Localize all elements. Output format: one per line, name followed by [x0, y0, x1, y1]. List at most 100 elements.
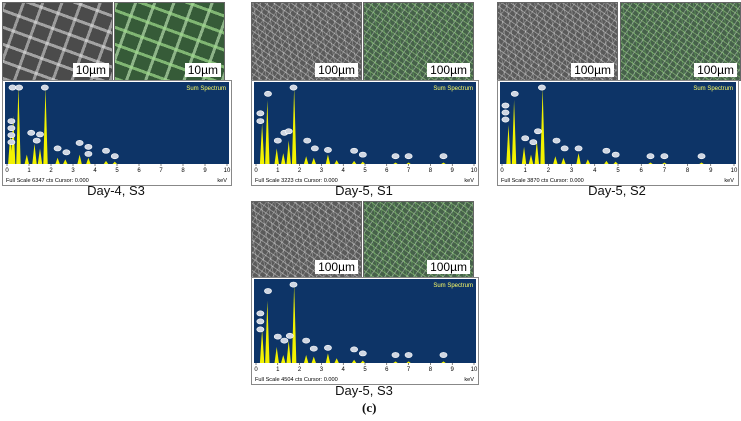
- element-marker: [27, 129, 36, 136]
- spectrum-peak: [511, 100, 517, 164]
- scale-bar-label: 100µm: [315, 63, 358, 77]
- sem-image-grayscale: 100µm: [251, 2, 362, 81]
- spectrum-peak: [37, 148, 43, 164]
- spectrum-footer: Full Scale 3223 cts Cursor: 0.000: [255, 178, 338, 184]
- element-marker: [439, 352, 448, 358]
- element-marker: [560, 145, 569, 152]
- spectrum-peak: [291, 87, 297, 164]
- spectrum-peak: [534, 140, 539, 164]
- spectrum-peak: [63, 159, 68, 164]
- panel-caption: Day-4, S3: [87, 183, 145, 198]
- element-marker: [646, 153, 655, 160]
- element-marker: [15, 84, 23, 91]
- tick-label: 8: [429, 168, 433, 174]
- axis-unit: keV: [464, 377, 474, 383]
- spectrum-peak: [648, 162, 653, 164]
- element-marker: [350, 346, 358, 353]
- spectrum-peak: [281, 355, 286, 363]
- spectrum-peak: [259, 329, 265, 363]
- element-marker: [534, 128, 542, 135]
- element-marker: [574, 145, 583, 152]
- spectrum-peak: [521, 146, 527, 164]
- tick-label: 10: [224, 168, 231, 174]
- tick-label: 3: [320, 168, 324, 174]
- spectrum-peak: [24, 154, 29, 164]
- element-marker: [552, 137, 561, 144]
- element-marker: [53, 145, 62, 152]
- scale-bar-label: 100µm: [694, 63, 737, 77]
- element-marker: [256, 118, 265, 124]
- tick-label: 1: [276, 168, 280, 174]
- spectrum-peak: [613, 161, 618, 164]
- spectrum-peak: [286, 140, 291, 164]
- tick-label: 9: [203, 168, 207, 174]
- sem-image-grayscale: 10µm: [2, 2, 113, 81]
- element-marker: [602, 147, 611, 154]
- element-marker: [7, 132, 16, 139]
- scale-bar-label: 100µm: [427, 260, 470, 274]
- spectrum-peak: [311, 356, 316, 363]
- tick-label: 1: [524, 168, 528, 174]
- sem-image-overlay: 10µm: [114, 2, 225, 81]
- sem-image-grayscale: 100µm: [497, 2, 618, 81]
- element-marker: [538, 84, 546, 91]
- spectrum-peak: [259, 123, 265, 164]
- element-marker: [40, 84, 49, 91]
- tick-label: 7: [159, 168, 163, 174]
- tick-label: 1: [276, 367, 280, 373]
- tick-label: 3: [320, 367, 324, 373]
- panel-caption: Day-5, S3: [335, 383, 393, 398]
- spectrum-title: Sum Spectrum: [186, 86, 226, 92]
- element-marker: [110, 153, 119, 160]
- plot-area: [5, 82, 229, 164]
- spectrum-peak: [311, 157, 316, 164]
- spectrum-peak: [662, 162, 667, 164]
- tick-label: 6: [137, 168, 141, 174]
- element-marker: [84, 143, 93, 150]
- spectrum-peak: [55, 157, 60, 164]
- element-marker: [273, 333, 282, 340]
- spectrum-peak: [441, 361, 446, 363]
- element-marker: [350, 147, 358, 154]
- element-marker: [102, 147, 110, 154]
- element-marker: [285, 332, 294, 339]
- element-marker: [324, 344, 332, 351]
- spectrum-title: Sum Spectrum: [433, 283, 473, 289]
- tick-label: 8: [429, 367, 433, 373]
- eds-spectrum: Sum Spectrum 0 1 2 3 4 5 6 7 8 9 10 Full Scale 4504 …: [251, 277, 479, 385]
- spectrum-peak: [406, 361, 411, 363]
- spectrum-footer: Full Scale 6347 cts Cursor: 0.000: [6, 178, 89, 184]
- element-marker: [358, 151, 367, 158]
- element-marker: [7, 125, 16, 132]
- spectrum-peak: [528, 154, 534, 164]
- element-marker: [358, 350, 367, 357]
- spectrum-peak: [265, 300, 270, 363]
- scale-bar-label: 10µm: [72, 63, 109, 77]
- spectrum-peak: [16, 86, 21, 164]
- element-marker: [521, 135, 530, 142]
- spectrum-peak: [286, 340, 291, 363]
- spectrum-peak: [334, 160, 339, 164]
- spectrum-peak: [393, 162, 398, 164]
- element-marker: [264, 90, 272, 97]
- element-marker: [256, 310, 265, 317]
- spectrum-peak: [393, 361, 398, 363]
- element-marker: [256, 318, 265, 325]
- element-marker: [264, 288, 272, 294]
- element-marker: [256, 110, 265, 117]
- sem-image-overlay: 100µm: [363, 2, 474, 81]
- spectrum-peak: [604, 160, 609, 164]
- element-marker: [501, 116, 510, 123]
- element-marker: [660, 153, 669, 160]
- element-marker: [7, 118, 16, 124]
- sem-image-overlay: 100µm: [363, 201, 474, 278]
- spectrum-peak: [112, 161, 117, 164]
- eds-spectrum: Sum Spectrum 0 1 2 3 4 5 6 7 8 9 10 Full Scale 3223 …: [251, 80, 479, 186]
- tick-label: 2: [49, 168, 53, 174]
- spectrum-peak: [77, 154, 82, 164]
- eds-spectrum: Sum Spectrum 0 1 2 3 4 5 6 7 8 9 10 Full Scale 3870 …: [497, 80, 739, 186]
- spectrum-peak: [303, 156, 309, 164]
- element-marker: [84, 150, 93, 157]
- tick-label: 6: [385, 168, 389, 174]
- tick-label: 2: [298, 367, 302, 373]
